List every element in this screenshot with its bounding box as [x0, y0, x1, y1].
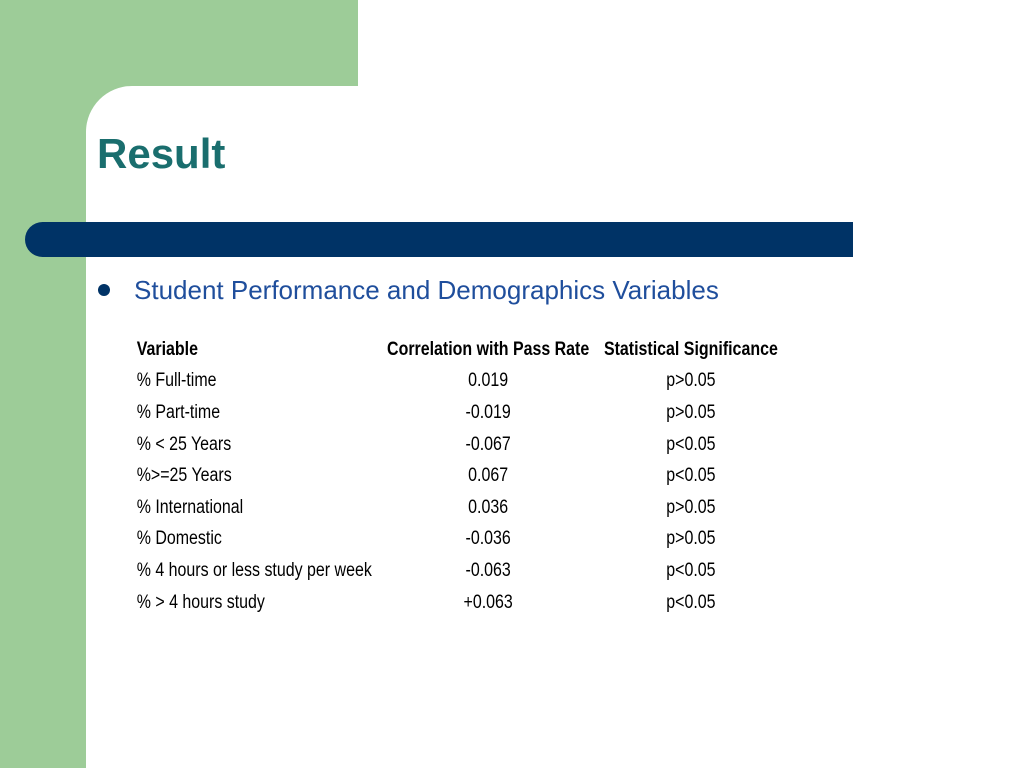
- correlation-cell: 0.067: [468, 465, 509, 487]
- table-row: % 4 hours or less study per week -0.063 …: [130, 555, 786, 587]
- significance-cell: p>0.05: [666, 401, 716, 423]
- significance-cell: p>0.05: [666, 496, 716, 518]
- variable-cell: % < 25 Years: [136, 433, 232, 455]
- content-panel: [86, 86, 1024, 768]
- slide-title: Result: [97, 130, 226, 177]
- variable-cell: % Full-time: [136, 370, 217, 392]
- correlation-cell: -0.067: [465, 433, 511, 455]
- correlation-cell: -0.063: [465, 559, 511, 581]
- table-row: % International 0.036 p>0.05: [130, 492, 786, 524]
- table-row: % > 4 hours study +0.063 p<0.05: [130, 587, 786, 619]
- bullet-text: Student Performance and Demographics Var…: [134, 274, 719, 305]
- variable-cell: % 4 hours or less study per week: [136, 559, 372, 581]
- significance-cell: p<0.05: [666, 559, 716, 581]
- significance-cell: p<0.05: [666, 465, 716, 487]
- table-row: % Domestic -0.036 p>0.05: [130, 524, 786, 556]
- significance-cell: p>0.05: [666, 528, 716, 550]
- significance-cell: p>0.05: [666, 370, 716, 392]
- results-table: Variable Correlation with Pass Rate Stat…: [130, 334, 786, 618]
- correlation-cell: 0.036: [468, 496, 509, 518]
- table-row: % Full-time 0.019 p>0.05: [130, 366, 786, 398]
- variable-cell: % Domestic: [136, 528, 222, 550]
- table-header-row: Variable Correlation with Pass Rate Stat…: [130, 334, 786, 366]
- table-row: %>=25 Years 0.067 p<0.05: [130, 460, 786, 492]
- variable-cell: % Part-time: [136, 401, 221, 423]
- header-significance: Statistical Significance: [603, 338, 778, 360]
- header-correlation: Correlation with Pass Rate: [387, 338, 590, 360]
- correlation-cell: +0.063: [463, 591, 513, 613]
- bullet-dot-icon: [98, 284, 110, 296]
- significance-cell: p<0.05: [666, 591, 716, 613]
- bullet-item: Student Performance and Demographics Var…: [98, 273, 719, 307]
- header-variable: Variable: [136, 338, 198, 360]
- correlation-cell: 0.019: [468, 370, 509, 392]
- variable-cell: % > 4 hours study: [136, 591, 265, 613]
- correlation-cell: -0.019: [465, 401, 511, 423]
- correlation-cell: -0.036: [465, 528, 511, 550]
- significance-cell: p<0.05: [666, 433, 716, 455]
- title-divider-bar: [25, 222, 853, 257]
- table-row: % Part-time -0.019 p>0.05: [130, 397, 786, 429]
- variable-cell: % International: [136, 496, 244, 518]
- variable-cell: %>=25 Years: [136, 465, 232, 487]
- table-row: % < 25 Years -0.067 p<0.05: [130, 429, 786, 461]
